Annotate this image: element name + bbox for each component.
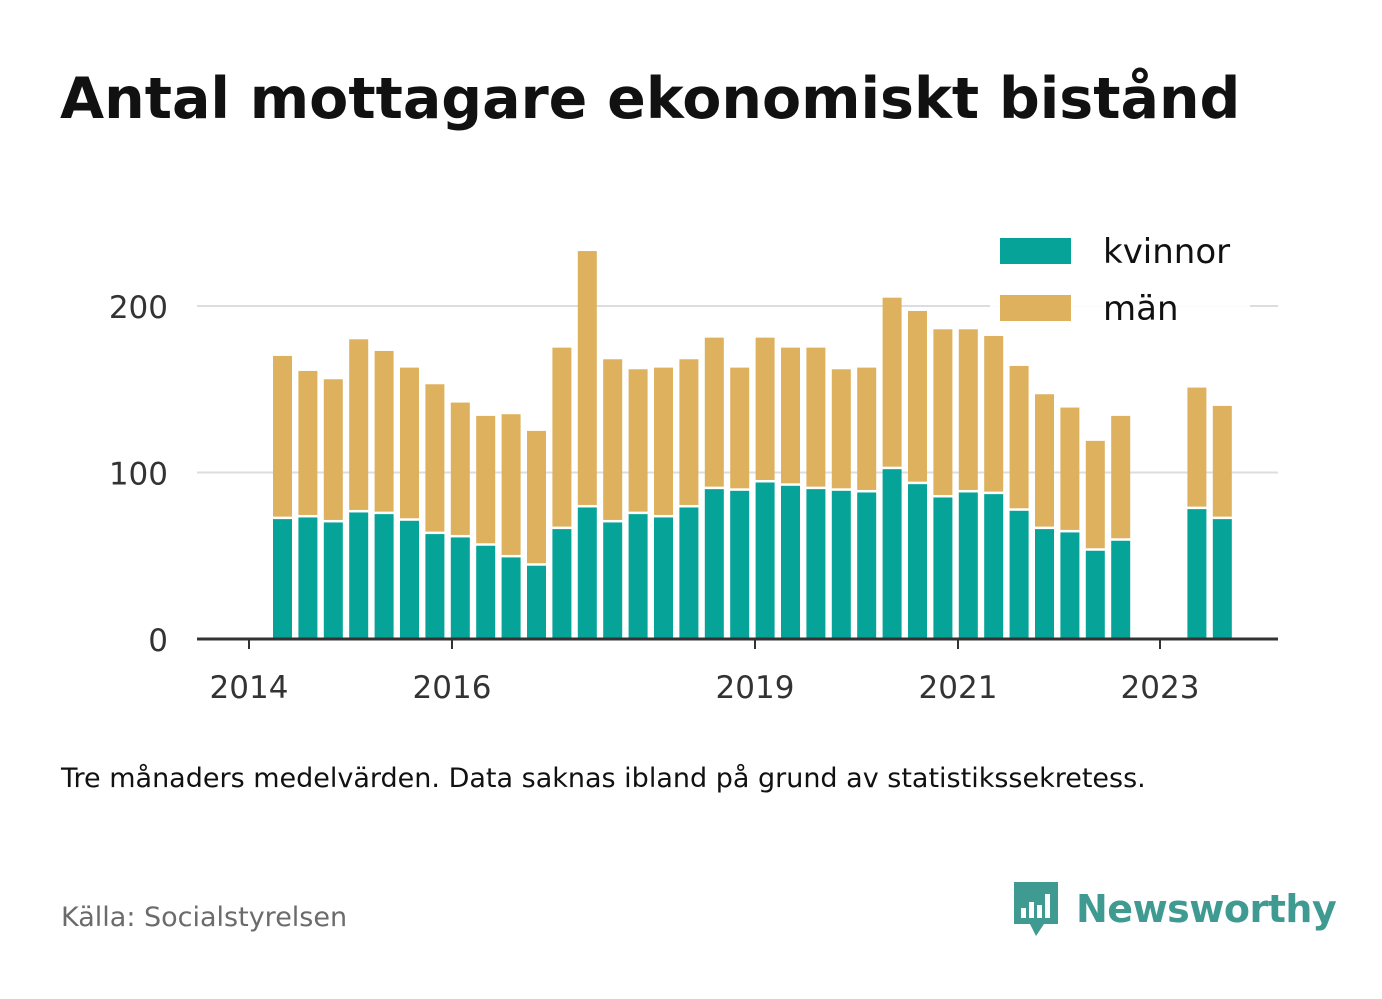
legend-label-kvinnor: kvinnor: [1103, 232, 1230, 272]
bar-man: [1085, 440, 1105, 549]
bar-kvinnor: [958, 492, 978, 639]
bar-man: [704, 337, 724, 487]
x-tick-label: 2023: [1121, 670, 1200, 706]
bar-kvinnor: [933, 497, 953, 639]
stacked-bar-chart: 0 100 200 2014 2016 2019 2021 2023 kvinnor män: [108, 232, 1278, 706]
bar-kvinnor: [628, 514, 648, 639]
bar-kvinnor: [679, 507, 699, 639]
bar-man: [730, 367, 750, 489]
bar-man: [654, 367, 673, 515]
source-label: Källa: Socialstyrelsen: [61, 902, 348, 933]
legend-swatch-kvinnor: [1000, 238, 1071, 264]
bar-kvinnor: [273, 519, 292, 639]
bar-kvinnor: [374, 514, 394, 639]
bar-man: [679, 359, 699, 505]
bar-man: [323, 379, 343, 520]
bar-man: [501, 414, 521, 555]
bar-kvinnor: [806, 489, 826, 639]
chart-title: Antal mottagare ekonomiskt bistånd: [60, 66, 1241, 132]
bar-man: [1111, 415, 1131, 539]
bar-kvinnor: [1187, 509, 1207, 639]
y-tick-label: 200: [109, 290, 168, 326]
bar-kvinnor: [400, 520, 419, 639]
bar-man: [1035, 394, 1054, 527]
bar-man: [1060, 407, 1080, 530]
bar-man: [831, 369, 851, 489]
y-tick-label: 100: [109, 457, 168, 493]
legend-swatch-man: [1000, 295, 1071, 321]
bar-man: [527, 430, 546, 564]
x-tick-label: 2021: [919, 670, 998, 706]
bar-man: [755, 337, 775, 480]
bar-kvinnor: [1085, 550, 1105, 639]
bar-man: [603, 359, 623, 520]
bar-kvinnor: [857, 492, 877, 639]
bar-kvinnor: [349, 512, 369, 639]
bar-man: [273, 355, 292, 517]
bar-man: [1187, 387, 1207, 507]
chart-note: Tre månaders medelvärden. Data saknas ib…: [61, 763, 1146, 794]
bar-man: [476, 415, 496, 544]
bar-kvinnor: [450, 537, 470, 639]
y-tick-label: 0: [148, 623, 168, 659]
bar-man: [908, 310, 927, 482]
bar-man: [577, 251, 597, 505]
newsworthy-logo: Newsworthy: [1010, 878, 1337, 940]
bar-man: [933, 329, 953, 495]
x-tick-label: 2016: [413, 670, 492, 706]
bar-kvinnor: [298, 517, 318, 639]
bar-kvinnor: [1035, 529, 1054, 639]
bar-kvinnor: [577, 507, 597, 639]
bar-kvinnor: [425, 534, 445, 639]
bar-man: [1212, 405, 1232, 517]
bar-man: [882, 297, 902, 467]
bar-man: [349, 339, 369, 510]
bar-man: [628, 369, 648, 512]
bar-man: [806, 347, 826, 487]
bar-kvinnor: [984, 494, 1004, 639]
brand-name: Newsworthy: [1076, 887, 1337, 931]
bar-kvinnor: [323, 522, 343, 639]
bar-kvinnor: [476, 545, 496, 639]
bar-kvinnor: [1212, 519, 1232, 639]
x-tick-label: 2019: [716, 670, 795, 706]
bar-man: [1009, 365, 1029, 509]
bar-kvinnor: [552, 529, 572, 639]
bar-man: [781, 347, 800, 484]
bar-kvinnor: [755, 482, 775, 639]
bar-kvinnor: [1111, 540, 1131, 639]
bar-kvinnor: [1060, 532, 1080, 639]
bar-man: [552, 347, 572, 527]
bar-kvinnor: [654, 517, 673, 639]
bar-man: [958, 329, 978, 490]
bar-kvinnor: [704, 489, 724, 639]
bar-kvinnor: [527, 565, 546, 639]
bar-man: [400, 367, 419, 519]
bar-kvinnor: [908, 484, 927, 639]
bar-man: [450, 402, 470, 535]
bar-man: [374, 350, 394, 512]
bar-kvinnor: [603, 522, 623, 639]
bar-kvinnor: [501, 557, 521, 639]
legend-label-man: män: [1103, 289, 1179, 329]
bar-man: [857, 367, 877, 490]
bar-man: [984, 335, 1004, 492]
bar-man: [298, 370, 318, 515]
bar-kvinnor: [831, 490, 851, 639]
x-tick-label: 2014: [210, 670, 289, 706]
bar-kvinnor: [882, 469, 902, 639]
bar-kvinnor: [781, 485, 800, 639]
bar-chart-speech-bubble-icon: [1014, 882, 1058, 936]
bar-kvinnor: [730, 490, 750, 639]
bar-man: [425, 384, 445, 532]
bar-kvinnor: [1009, 510, 1029, 639]
